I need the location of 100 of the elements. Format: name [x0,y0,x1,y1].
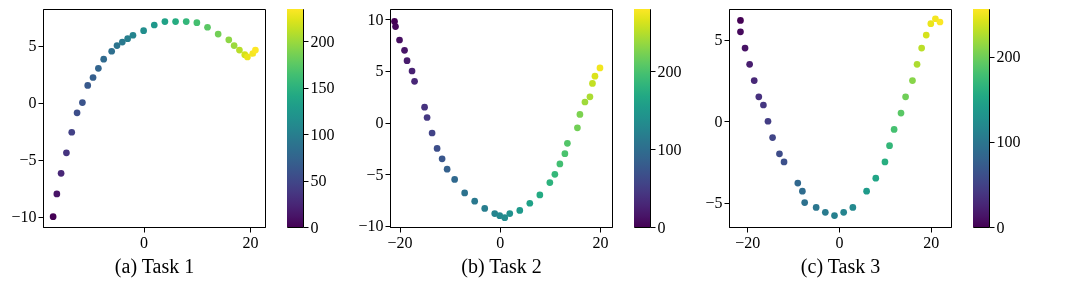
color-bar-label: 100 [310,125,335,143]
x-tick-label: 20 [592,233,609,251]
point [392,23,399,30]
x-axis-title: (c) Task 3 [800,254,881,278]
point [481,205,489,212]
point [113,42,121,49]
point [118,38,126,46]
point [236,46,243,54]
color-bar-label: 0 [996,218,1005,236]
point [564,139,571,147]
y-tick-label: 0 [714,112,723,130]
y-tick-label: −5 [19,151,37,169]
point [536,191,544,199]
point [741,44,749,52]
point [881,158,889,166]
x-tick-label: 20 [923,233,940,251]
point [403,57,411,65]
point [193,19,201,27]
point [140,27,147,35]
point [755,93,763,101]
point [496,212,504,219]
point [129,31,137,39]
point [501,214,509,222]
point [516,207,524,214]
y-tick-label: −10 [358,217,384,235]
point [428,129,436,137]
point [801,199,809,206]
point [451,176,458,183]
point [574,124,581,132]
point [401,46,408,54]
point [764,117,772,125]
point [172,18,179,25]
point [918,44,925,52]
point [95,65,102,72]
point [89,74,97,81]
point [411,77,418,85]
point [737,28,744,36]
point [556,160,564,168]
point [204,23,211,31]
point [491,210,499,217]
point [63,149,70,157]
point [506,210,514,217]
point [561,150,569,157]
y-tick-label: 5 [28,37,37,55]
point [230,42,238,49]
point [922,31,930,39]
point [750,77,758,84]
point [396,36,403,44]
point [769,134,776,141]
point [443,165,451,173]
point [49,213,57,221]
point [408,67,416,75]
y-tick-label: −5 [705,194,723,212]
color-bar-label: 0 [310,218,319,236]
x-tick-label: −20 [735,233,761,251]
point [421,103,428,111]
point [225,36,233,44]
x-tick-label: 0 [140,233,149,251]
point [546,179,554,186]
point [849,204,857,211]
y-tick-label: 10 [367,10,384,28]
point [252,46,259,54]
point [909,77,916,84]
point [863,187,870,195]
point [776,150,783,158]
y-tick-label: 5 [714,31,723,49]
point [872,174,880,182]
point [161,18,169,25]
point [886,142,893,149]
point [596,64,604,72]
point [927,20,935,27]
point [936,18,944,26]
y-tick-label: 5 [375,62,384,80]
x-axis-title: (b) Task 2 [461,254,542,278]
point [461,189,469,197]
point [591,72,599,80]
point [897,109,905,117]
point [124,35,131,43]
point [737,17,744,24]
point [760,101,767,109]
point [438,155,446,163]
point [821,209,829,216]
point [890,126,898,133]
point [100,55,108,63]
point [840,209,848,216]
point [108,47,116,55]
y-tick-label: 0 [375,114,384,132]
point [913,60,921,68]
point [831,212,838,219]
point [73,109,81,117]
x-tick-label: 0 [835,233,844,251]
point [84,82,92,89]
point [589,80,596,87]
color-bar-label: 50 [310,172,327,190]
point [433,145,441,152]
color-bar-label: 200 [996,48,1021,66]
point [812,204,820,211]
point [68,128,76,136]
x-tick-label: −20 [387,233,413,251]
point [902,93,909,101]
